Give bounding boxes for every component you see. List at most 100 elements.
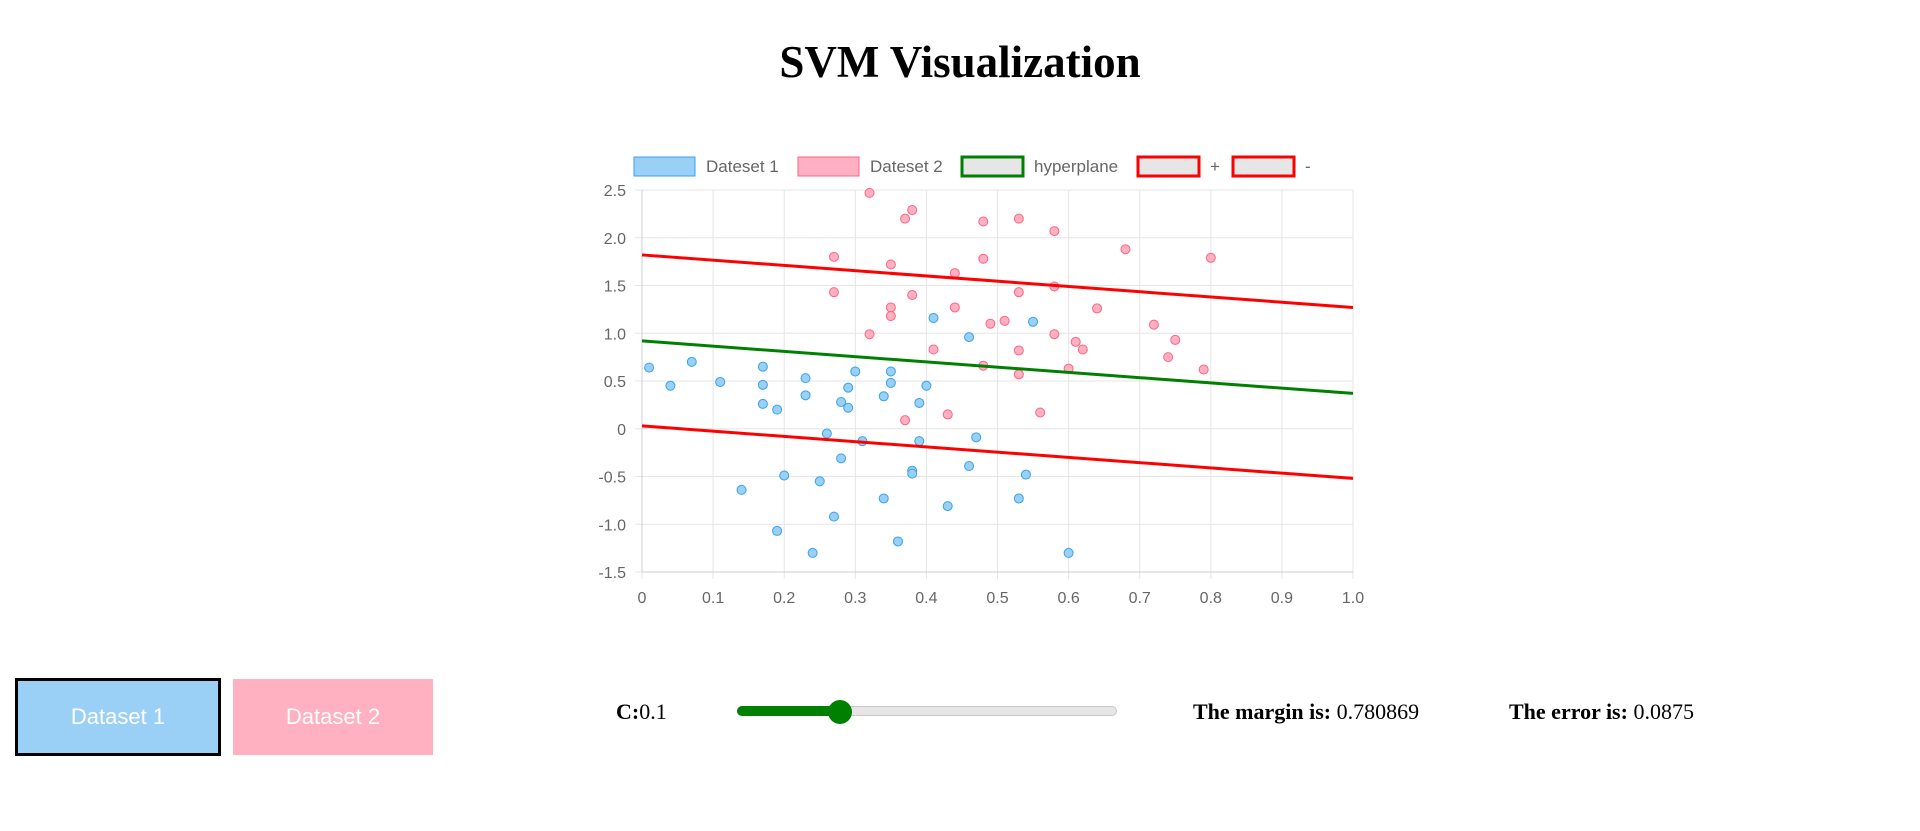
dataset-1-button[interactable]: Dataset 1 bbox=[15, 678, 221, 756]
dataset-2-point bbox=[864, 187, 875, 198]
legend-minus-label: - bbox=[1305, 157, 1311, 176]
dataset-1-point bbox=[914, 436, 925, 447]
y-tick-label: 2.5 bbox=[604, 183, 626, 200]
dataset-2-point bbox=[1148, 319, 1159, 330]
dataset-2-point bbox=[1205, 252, 1216, 263]
dataset-1-point bbox=[807, 547, 818, 558]
y-tick-label: -1.0 bbox=[598, 517, 626, 534]
dataset-2-point bbox=[885, 302, 896, 313]
dataset-1-point bbox=[1020, 469, 1031, 480]
dataset-1-point bbox=[665, 380, 676, 391]
dataset-2-button[interactable]: Dataset 2 bbox=[233, 679, 433, 755]
y-tick-label: 2.0 bbox=[604, 231, 626, 248]
dataset-1-point bbox=[814, 476, 825, 487]
c-slider-thumb[interactable] bbox=[827, 700, 852, 724]
dataset-2-point bbox=[999, 315, 1010, 326]
dataset-1-point bbox=[686, 356, 697, 367]
x-tick-label: 0.5 bbox=[986, 590, 1008, 607]
dataset-1-point bbox=[942, 501, 953, 512]
dataset-2-point bbox=[828, 251, 839, 262]
y-tick-label: -0.5 bbox=[598, 470, 626, 487]
dataset-2-point bbox=[1035, 407, 1046, 418]
legend-plus-label: + bbox=[1210, 157, 1220, 176]
legend-dataset-1-label: Dateset 1 bbox=[706, 157, 779, 176]
plus-margin-line bbox=[641, 253, 1354, 309]
legend-hyperplane: hyperplane bbox=[960, 155, 1118, 178]
dataset-1-point bbox=[914, 397, 925, 408]
dataset-1-point bbox=[885, 377, 896, 388]
dataset-1-point bbox=[828, 511, 839, 522]
dataset-1-point bbox=[964, 332, 975, 343]
dataset-2-point bbox=[1013, 287, 1024, 298]
dataset-2-point bbox=[900, 213, 911, 224]
error-label: The error is: bbox=[1509, 699, 1628, 724]
dataset-1-point bbox=[821, 428, 832, 439]
x-tick-label: 0.2 bbox=[773, 590, 795, 607]
x-tick-label: 0 bbox=[638, 590, 647, 607]
dataset-2-point bbox=[949, 268, 960, 279]
c-parameter-readout: C:0.1 bbox=[616, 699, 667, 725]
dataset-1-point bbox=[928, 312, 939, 323]
dataset-1-point bbox=[772, 404, 783, 415]
dataset-2-point bbox=[828, 287, 839, 298]
dataset-2-point bbox=[885, 259, 896, 270]
dataset-1-point bbox=[892, 536, 903, 547]
y-tick-label: 1.5 bbox=[604, 279, 626, 296]
dataset-2-point bbox=[1013, 213, 1024, 224]
dataset-1-point bbox=[800, 390, 811, 401]
c-slider-fill bbox=[737, 706, 840, 716]
legend-minus-swatch bbox=[1231, 155, 1296, 178]
legend-plus-swatch bbox=[1136, 155, 1201, 178]
legend-plus: + bbox=[1136, 155, 1220, 178]
legend-dataset-1-swatch bbox=[633, 156, 696, 177]
x-tick-label: 0.4 bbox=[915, 590, 937, 607]
dataset-1-point bbox=[757, 379, 768, 390]
y-tick-label: 0.5 bbox=[604, 374, 626, 391]
hyperplane-line bbox=[641, 339, 1354, 395]
error-readout: The error is: 0.0875 bbox=[1509, 699, 1694, 725]
dataset-1-point bbox=[843, 382, 854, 393]
dataset-1-point bbox=[800, 373, 811, 384]
x-tick-label: 0.9 bbox=[1271, 590, 1293, 607]
dataset-1-point bbox=[878, 493, 889, 504]
dataset-2-point bbox=[1120, 244, 1131, 255]
margin-readout: The margin is: 0.780869 bbox=[1193, 699, 1419, 725]
dataset-2-point bbox=[1092, 303, 1103, 314]
dataset-2-point bbox=[942, 409, 953, 420]
x-tick-label: 0.7 bbox=[1129, 590, 1151, 607]
dataset-1-point bbox=[964, 460, 975, 471]
dataset-2-point bbox=[1049, 226, 1060, 237]
margin-label: The margin is: bbox=[1193, 699, 1332, 724]
dataset-1-point bbox=[779, 470, 790, 481]
dataset-1-point bbox=[772, 525, 783, 536]
dataset-2-point bbox=[928, 344, 939, 355]
dataset-1-point bbox=[736, 484, 747, 495]
dataset-1-point bbox=[757, 361, 768, 372]
dataset-1-point bbox=[836, 453, 847, 464]
dataset-1-point bbox=[921, 380, 932, 391]
x-tick-label: 0.8 bbox=[1200, 590, 1222, 607]
dataset-1-point bbox=[644, 362, 655, 373]
dataset-2-point bbox=[1163, 352, 1174, 363]
dataset-2-point bbox=[978, 253, 989, 264]
x-tick-label: 0.6 bbox=[1057, 590, 1079, 607]
error-value: 0.0875 bbox=[1633, 699, 1694, 724]
margin-value: 0.780869 bbox=[1336, 699, 1420, 724]
legend-dataset-2: Dateset 2 bbox=[797, 156, 943, 177]
dataset-1-point bbox=[757, 398, 768, 409]
dataset-2-point bbox=[985, 318, 996, 329]
dataset-1-point bbox=[850, 366, 861, 377]
y-tick-label: -1.5 bbox=[598, 565, 626, 582]
dataset-1-point bbox=[715, 376, 726, 387]
c-slider[interactable] bbox=[737, 700, 1117, 724]
dataset-2-point bbox=[949, 302, 960, 313]
dataset-1-point bbox=[878, 391, 889, 402]
x-tick-label: 1.0 bbox=[1342, 590, 1364, 607]
dataset-2-point bbox=[907, 205, 918, 216]
legend-hyperplane-label: hyperplane bbox=[1034, 157, 1118, 176]
dataset-1-point bbox=[843, 402, 854, 413]
dataset-2-point bbox=[885, 311, 896, 322]
dataset-2-point bbox=[1070, 336, 1081, 347]
legend-hyperplane-swatch bbox=[960, 155, 1025, 178]
svm-scatter-chart: 0 0.1 0.2 0.3 0.4 0.5 0.6 0.7 0.8 0.9 1.0 2.5 2.0 1.5… bbox=[598, 155, 1364, 607]
